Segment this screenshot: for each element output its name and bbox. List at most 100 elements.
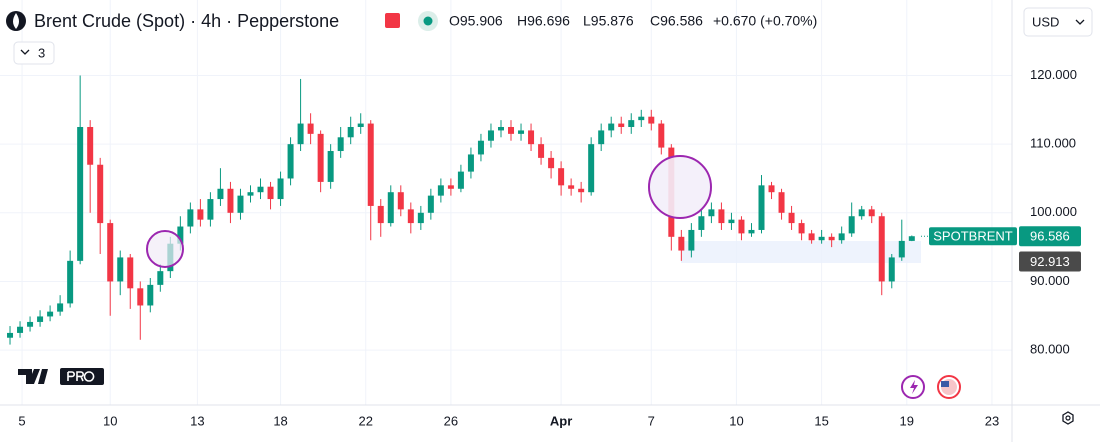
candle-body	[708, 209, 715, 217]
x-tick-label: 5	[18, 413, 25, 428]
x-tick-label: 23	[985, 413, 999, 428]
grid	[0, 0, 1012, 405]
candle-body	[217, 188, 224, 200]
candle-body	[718, 209, 725, 224]
candle-body	[197, 209, 204, 220]
candle-body	[608, 123, 615, 131]
ohlc-close: C96.586	[650, 13, 703, 29]
candle-body	[728, 219, 735, 224]
ohlc-high: H96.696	[517, 13, 570, 29]
candle-body	[437, 185, 444, 196]
last-price-tag	[1019, 226, 1081, 247]
candle-body	[297, 123, 304, 145]
candle-body	[187, 209, 194, 227]
last-price-label: 96.586	[1030, 229, 1070, 244]
candle-body	[417, 212, 424, 224]
flag-canton	[941, 381, 949, 387]
highlight-circle	[648, 155, 712, 219]
candle-body	[588, 144, 595, 193]
candle-body	[287, 144, 294, 179]
candle-body	[267, 186, 274, 200]
indicators-toggle[interactable]	[13, 41, 55, 65]
market-status-dot	[423, 16, 433, 26]
candle-body	[477, 140, 484, 155]
candle-body	[558, 168, 565, 186]
x-tick-label: 19	[900, 413, 914, 428]
candle-body	[648, 116, 655, 124]
candle-body	[27, 321, 34, 327]
indicators-count[interactable]: 3	[38, 45, 45, 60]
candle-body	[497, 126, 504, 131]
candle-body	[788, 212, 795, 224]
candle-body	[237, 195, 244, 213]
candle-body	[427, 195, 434, 213]
candle-body	[467, 154, 474, 172]
range-box	[681, 241, 921, 263]
symbol-icon-drop	[13, 13, 19, 29]
currency-button[interactable]	[1023, 7, 1093, 37]
currency-caret	[1075, 19, 1085, 25]
candle-body	[518, 130, 525, 134]
candle-body	[247, 192, 254, 196]
settings-icon[interactable]	[1062, 411, 1074, 425]
y-tick-label: 80.000	[1030, 342, 1070, 357]
tv-logo	[18, 369, 48, 384]
candle-body	[147, 284, 154, 306]
candle-body	[568, 185, 575, 189]
candle-body	[598, 130, 605, 145]
candle-body	[177, 226, 184, 244]
candle-body	[327, 151, 334, 182]
candle-body	[397, 192, 404, 210]
candle-body	[848, 216, 855, 234]
level-price-label: 92.913	[1030, 254, 1070, 269]
y-tick-label: 120.000	[1030, 67, 1077, 82]
y-tick-label: 110.000	[1030, 136, 1076, 151]
x-tick-label: 22	[358, 413, 372, 428]
candle-body	[37, 316, 44, 322]
x-tick-label: 15	[814, 413, 828, 428]
settings-icon-center	[1065, 415, 1071, 421]
candle-body	[307, 123, 314, 134]
candle-body	[67, 260, 74, 304]
y-tick-label: 90.000	[1030, 273, 1070, 288]
candle-body	[57, 303, 64, 312]
flag-icon[interactable]	[385, 13, 400, 28]
x-tick-label: 13	[190, 413, 204, 428]
candle-body	[137, 288, 144, 306]
currency-label[interactable]: USD	[1032, 14, 1059, 29]
candle-body	[487, 130, 494, 141]
x-tick-label: 10	[729, 413, 743, 428]
candle-body	[447, 185, 454, 189]
candle-body	[738, 219, 745, 234]
candle-body	[277, 178, 284, 200]
candle-body	[107, 223, 114, 282]
candle-body	[768, 185, 775, 193]
candle-body	[878, 216, 885, 282]
indicators-caret	[20, 49, 30, 55]
candle-body	[758, 185, 765, 230]
candle-body	[688, 229, 695, 251]
candle-body	[778, 192, 785, 213]
candle-body	[257, 186, 264, 193]
candle-body	[628, 120, 635, 127]
candle-body	[357, 123, 364, 127]
candle-body	[508, 126, 515, 134]
candle-body	[828, 236, 835, 241]
candle-body	[127, 257, 134, 289]
candle-body	[538, 144, 545, 158]
level-price-tag	[1019, 251, 1081, 272]
candle-body	[367, 123, 374, 206]
candles	[7, 75, 915, 345]
candle-body	[317, 133, 324, 182]
candle-body	[698, 216, 705, 230]
candle-body	[858, 209, 865, 217]
candle-body	[818, 236, 825, 241]
candle-body	[528, 130, 535, 145]
ohlc-open: O95.906	[449, 13, 503, 29]
x-tick-label: 10	[103, 413, 117, 428]
highlight-circle	[146, 230, 184, 268]
candle-body	[387, 192, 394, 224]
candle-body	[7, 332, 14, 338]
candle-body	[838, 233, 845, 241]
